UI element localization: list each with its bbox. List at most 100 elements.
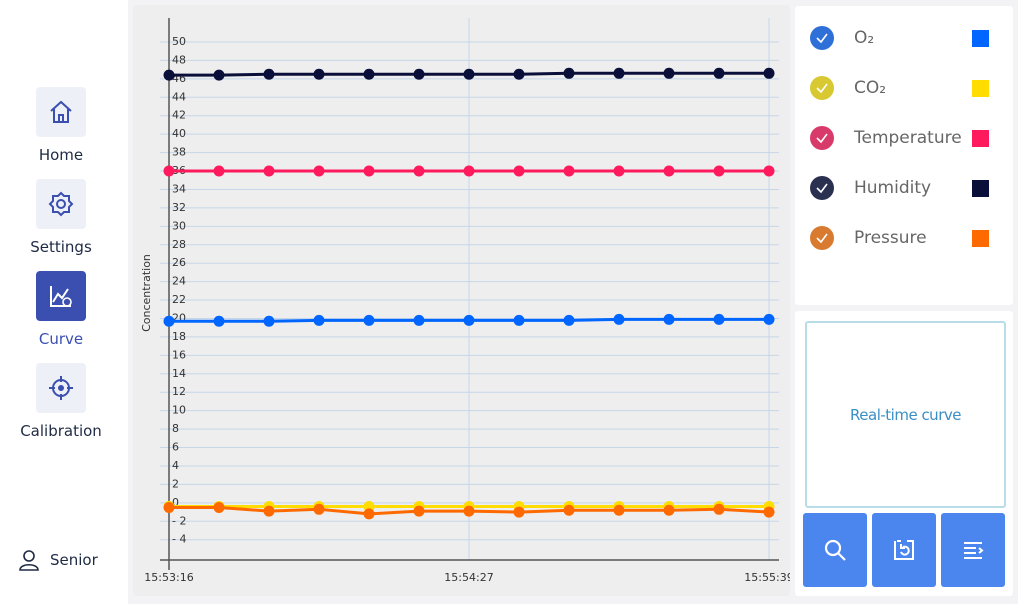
y-tick-label: 42: [172, 109, 186, 122]
data-point: [463, 505, 475, 517]
data-point: [563, 165, 575, 177]
data-point: [163, 165, 175, 177]
data-point: [513, 314, 525, 326]
y-tick-label: 16: [172, 348, 186, 361]
data-point: [413, 314, 425, 326]
y-tick-label: 34: [172, 182, 186, 195]
reset-button[interactable]: [872, 513, 936, 587]
legend-check[interactable]: [810, 76, 834, 100]
data-point: [713, 503, 725, 515]
data-point: [263, 505, 275, 517]
data-point: [763, 165, 775, 177]
data-point: [463, 314, 475, 326]
legend-item[interactable]: Temperature: [810, 123, 1005, 153]
y-tick-label: - 2: [172, 514, 186, 527]
menu-icon: [964, 542, 984, 559]
y-tick-label: 14: [172, 367, 186, 380]
x-tick-label: 15:53:16: [144, 571, 193, 584]
check-icon: [816, 133, 828, 144]
settings-button[interactable]: [36, 179, 86, 229]
legend-check[interactable]: [810, 226, 834, 250]
y-tick-label: 32: [172, 201, 186, 214]
data-point: [213, 501, 225, 513]
data-point: [513, 506, 525, 518]
data-point: [763, 313, 775, 325]
data-point: [213, 165, 225, 177]
y-tick-label: 4: [172, 459, 179, 472]
legend-panel: O₂ CO₂ Temperature Humidity Pressure: [795, 6, 1013, 305]
home-icon: [50, 100, 72, 123]
realtime-curve-button[interactable]: Real-time curve: [805, 321, 1006, 508]
y-tick-label: 48: [172, 53, 186, 66]
nav-label[interactable]: Settings: [30, 238, 92, 256]
y-tick-label: 30: [172, 219, 186, 232]
calibration-icon: [49, 376, 73, 400]
nav-label[interactable]: Home: [38, 146, 84, 164]
x-tick-label: 15:55:39: [744, 571, 790, 584]
settings-icon: [48, 191, 74, 217]
data-point: [663, 67, 675, 79]
legend-label: O₂: [854, 28, 875, 48]
curve-button[interactable]: [36, 271, 86, 321]
y-tick-label: 44: [172, 90, 186, 103]
user-icon: [19, 550, 39, 571]
y-tick-label: 0: [172, 496, 179, 509]
y-tick-label: 50: [172, 35, 186, 48]
nav-label[interactable]: Calibration: [20, 422, 102, 440]
legend-swatch: [972, 29, 989, 47]
legend-check[interactable]: [810, 26, 834, 50]
x-tick-label: 15:54:27: [444, 571, 493, 584]
y-tick-label: 8: [172, 422, 179, 435]
legend-item[interactable]: O₂: [810, 23, 1005, 53]
reset-icon: [894, 540, 914, 560]
nav-label[interactable]: Curve: [38, 330, 84, 348]
data-point: [413, 165, 425, 177]
y-tick-label: 22: [172, 293, 186, 306]
data-point: [163, 315, 175, 327]
legend-label: CO₂: [854, 78, 887, 98]
y-tick-label: 2: [172, 477, 179, 490]
search-button[interactable]: [803, 513, 867, 587]
data-point: [663, 165, 675, 177]
data-point: [713, 165, 725, 177]
y-tick-label: 38: [172, 146, 186, 159]
data-point: [263, 315, 275, 327]
legend-label: Humidity: [854, 178, 932, 198]
data-point: [613, 504, 625, 516]
data-point: [263, 68, 275, 80]
legend-swatch: [972, 129, 989, 147]
legend-item[interactable]: Pressure: [810, 223, 1005, 253]
legend-item[interactable]: Humidity: [810, 173, 1005, 203]
data-point: [513, 165, 525, 177]
check-icon: [816, 183, 828, 194]
check-icon: [816, 33, 828, 44]
data-point: [563, 67, 575, 79]
legend-check[interactable]: [810, 126, 834, 150]
data-point: [363, 165, 375, 177]
data-point: [563, 314, 575, 326]
y-tick-label: 24: [172, 275, 186, 288]
legend-label: Pressure: [854, 228, 927, 248]
y-tick-label: 12: [172, 385, 186, 398]
data-point: [663, 504, 675, 516]
data-point: [763, 67, 775, 79]
calibration-button[interactable]: [36, 363, 86, 413]
data-point: [713, 313, 725, 325]
data-point: [313, 165, 325, 177]
menu-button[interactable]: [941, 513, 1005, 587]
home-button[interactable]: [36, 87, 86, 137]
y-tick-label: 28: [172, 238, 186, 251]
legend-check[interactable]: [810, 176, 834, 200]
data-point: [363, 68, 375, 80]
y-tick-label: 6: [172, 441, 179, 454]
data-point: [363, 508, 375, 520]
legend-item[interactable]: CO₂: [810, 73, 1005, 103]
data-point: [763, 506, 775, 518]
chart: Concentration - 4- 202468101214161820222…: [133, 5, 790, 596]
data-point: [413, 505, 425, 517]
data-point: [463, 165, 475, 177]
data-point: [313, 68, 325, 80]
data-point: [213, 315, 225, 327]
data-point: [613, 165, 625, 177]
